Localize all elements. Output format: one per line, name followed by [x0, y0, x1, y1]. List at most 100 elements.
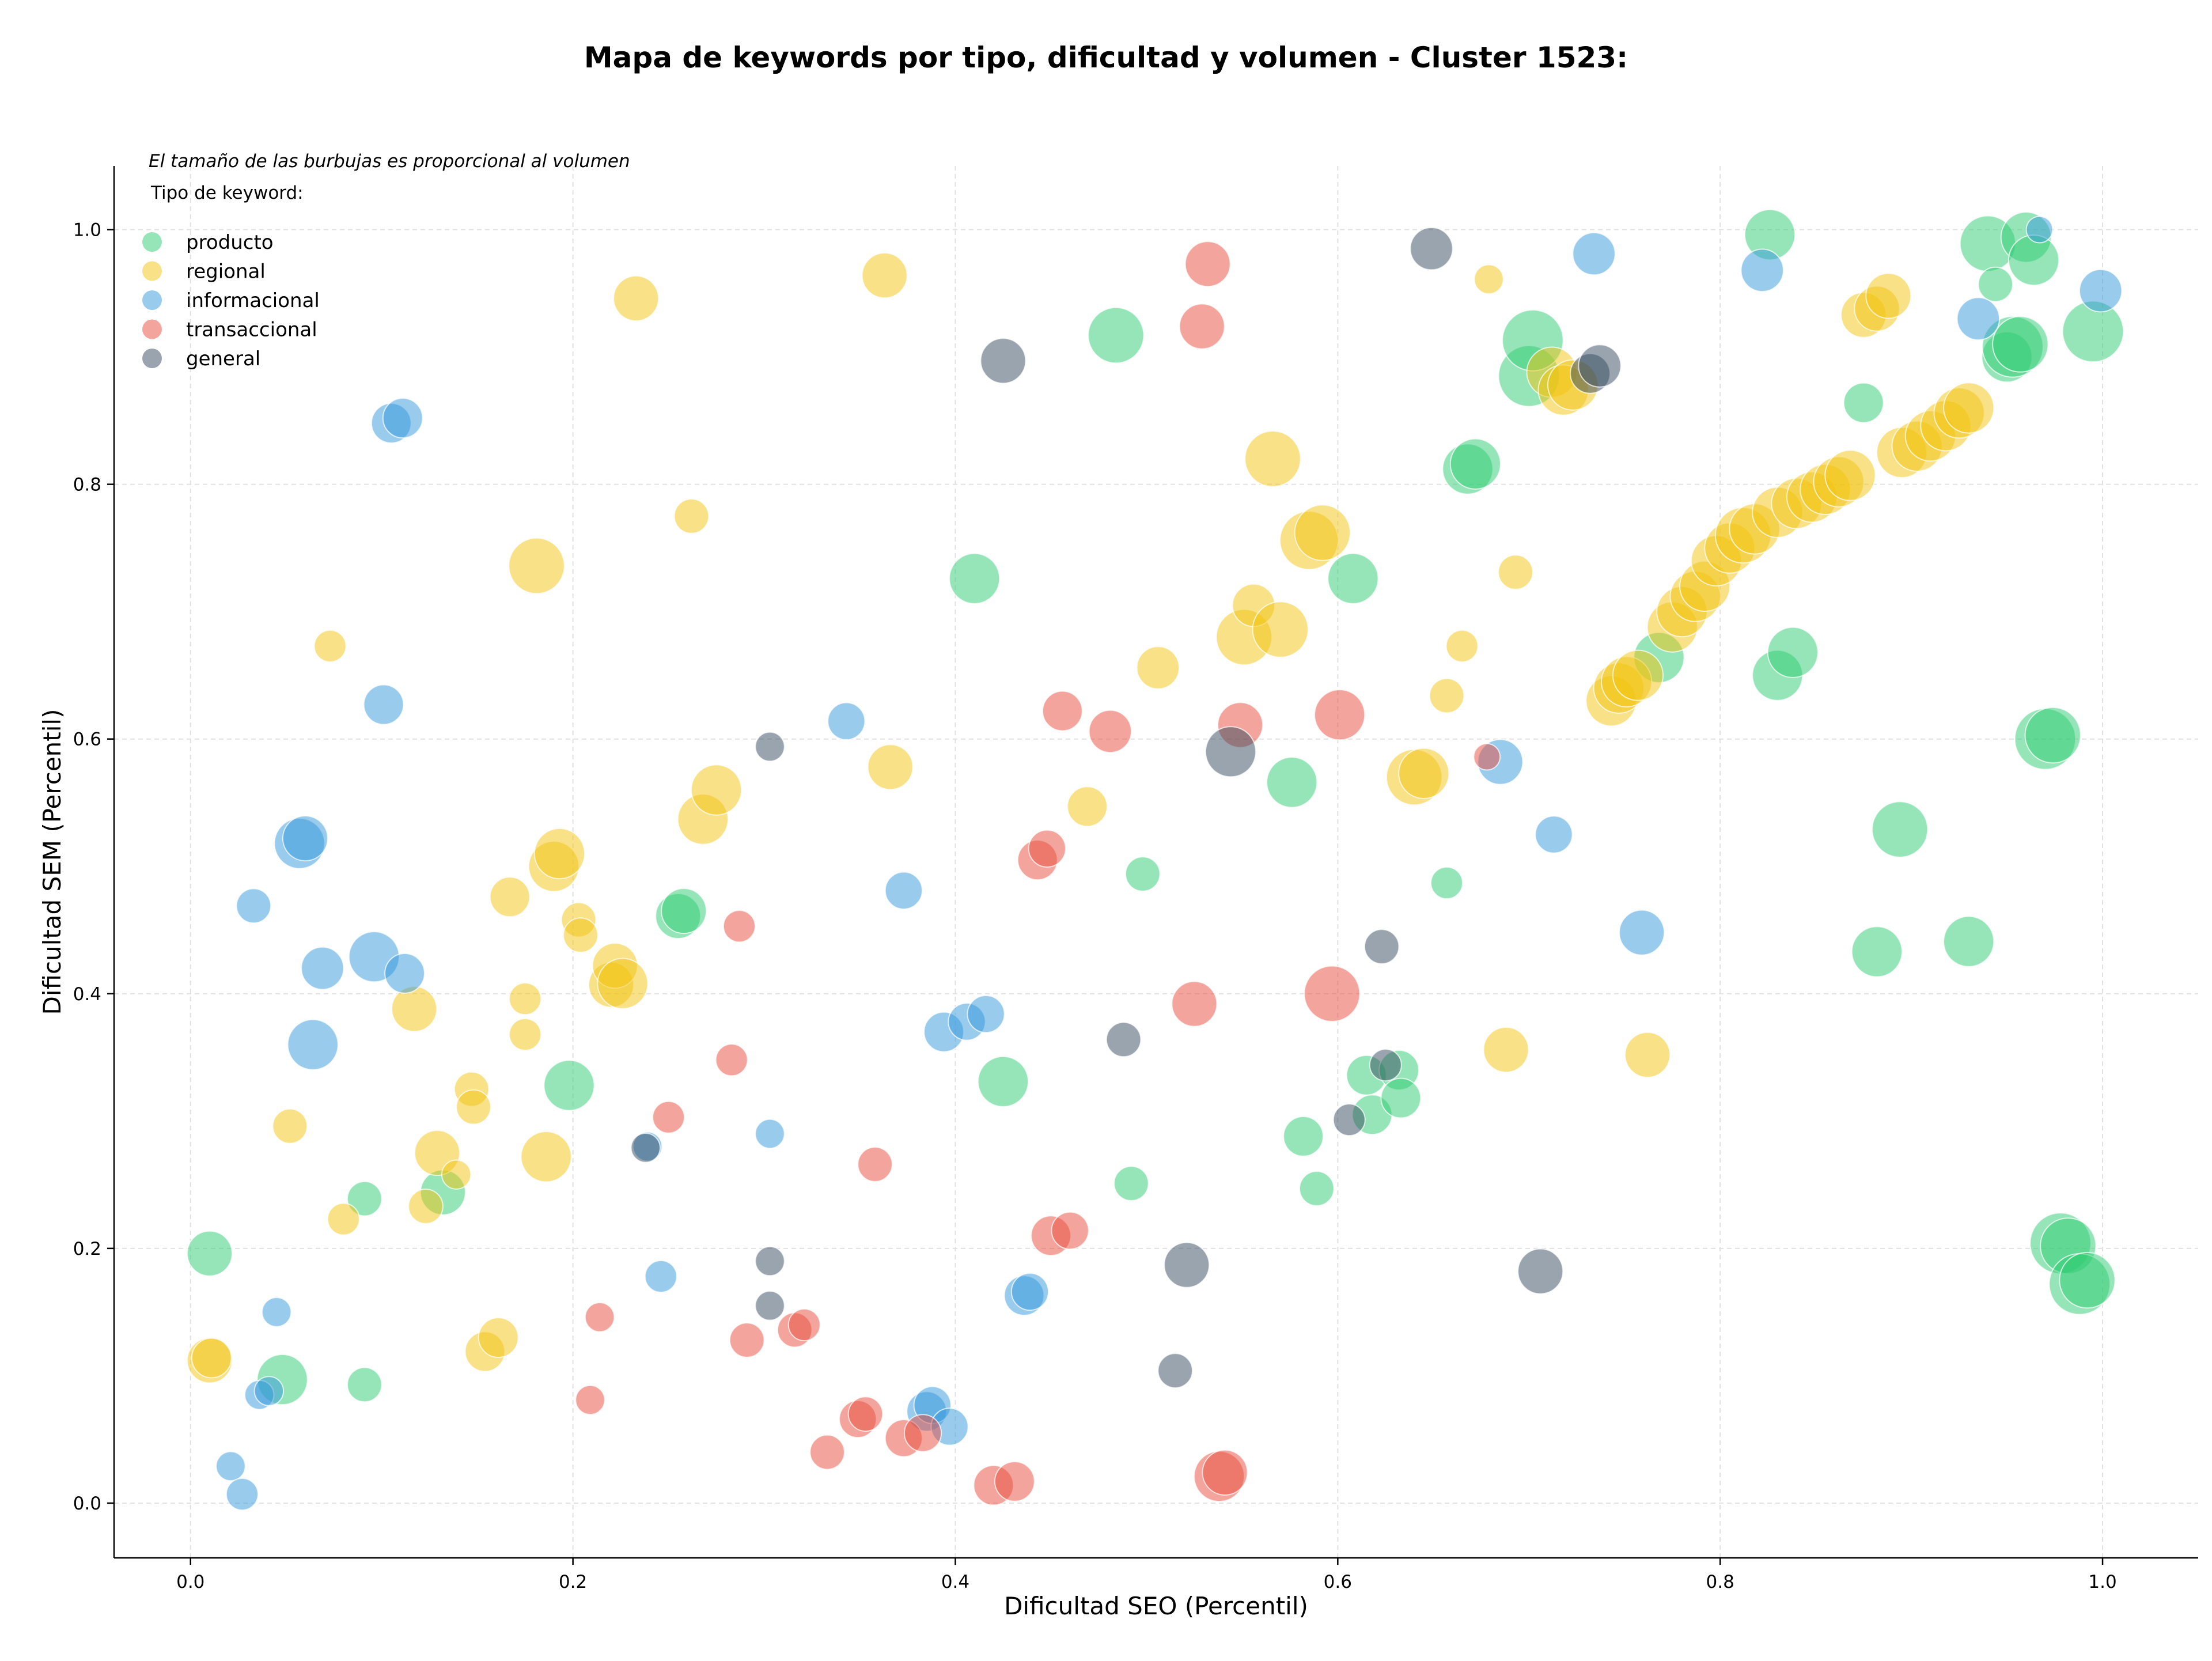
producto-bubble: [2024, 706, 2081, 764]
transaccional-bubble: [787, 1308, 821, 1341]
regional-bubble: [1244, 430, 1301, 487]
legend-marker-general: [142, 349, 162, 368]
general-bubble: [1157, 1353, 1193, 1388]
producto-bubble: [186, 1230, 233, 1277]
producto-bubble: [1978, 266, 2013, 302]
transaccional-bubble: [857, 1147, 893, 1182]
regional-bubble: [1483, 1027, 1529, 1073]
transaccional-bubble: [1028, 829, 1066, 868]
general-bubble: [1517, 1248, 1564, 1295]
regional-bubble: [597, 958, 649, 1009]
regional-bubble: [408, 1189, 444, 1224]
general-bubble: [1363, 929, 1400, 964]
regional-bubble: [1865, 273, 1912, 319]
y-tick-label: 1.0: [73, 220, 101, 241]
informacional-bubble: [287, 1019, 339, 1070]
x-tick-label: 0.8: [1706, 1572, 1734, 1592]
legend-marker-informacional: [142, 290, 162, 310]
transaccional-bubble: [1088, 709, 1132, 754]
producto-bubble: [1380, 1077, 1422, 1119]
transaccional-bubble: [903, 1414, 942, 1452]
regional-bubble: [1943, 382, 1995, 434]
general-bubble: [755, 1291, 785, 1321]
legend-label-producto: producto: [186, 231, 274, 254]
informacional-bubble: [225, 1477, 259, 1511]
informacional-bubble: [755, 1118, 785, 1149]
bubble-size-note: El tamaño de las burbujas es proporciona…: [149, 151, 630, 172]
transaccional-bubble: [575, 1384, 605, 1416]
producto-bubble: [1871, 801, 1929, 858]
general-bubble: [755, 1246, 785, 1277]
producto-bubble: [1113, 1166, 1149, 1201]
legend-label-general: general: [186, 347, 260, 370]
informacional-bubble: [1619, 909, 1665, 956]
x-tick-label: 1.0: [2088, 1572, 2116, 1592]
informacional-bubble: [1010, 1272, 1050, 1311]
x-tick-label: 0.4: [941, 1572, 969, 1592]
transaccional-bubble: [652, 1100, 685, 1134]
regional-bubble: [613, 275, 660, 321]
informacional-bubble: [884, 871, 923, 910]
regional-bubble: [1429, 678, 1465, 714]
producto-bubble: [1992, 316, 2049, 373]
producto-bubble: [1283, 1115, 1324, 1157]
informacional-bubble: [253, 1376, 285, 1406]
informacional-bubble: [236, 888, 272, 924]
legend-marker-regional: [142, 261, 162, 281]
regional-bubble: [533, 828, 585, 880]
x-tick-label: 0.0: [176, 1572, 204, 1592]
regional-bubble: [1824, 449, 1876, 501]
regional-bubble: [1067, 786, 1108, 827]
informacional-bubble: [363, 684, 404, 725]
legend-label-transaccional: transaccional: [186, 319, 317, 342]
transaccional-bubble: [1179, 303, 1225, 350]
regional-bubble: [1624, 1031, 1671, 1078]
producto-bubble: [661, 888, 707, 934]
informacional-bubble: [2079, 268, 2123, 313]
transaccional-bubble: [1304, 965, 1361, 1022]
informacional-bubble: [261, 1297, 292, 1327]
x-tick-label: 0.6: [1324, 1572, 1352, 1592]
regional-bubble: [1294, 504, 1351, 561]
regional-bubble: [1612, 649, 1664, 701]
general-bubble: [1578, 344, 1622, 388]
informacional-bubble: [1572, 232, 1616, 276]
regional-bubble: [191, 1337, 232, 1379]
y-axis-label: Dificultad SEM (Percentil): [38, 709, 66, 1015]
producto-bubble: [1266, 756, 1318, 808]
producto-bubble: [949, 553, 1001, 604]
legend-label-informacional: informacional: [186, 289, 320, 312]
regional-bubble: [509, 1018, 542, 1051]
grid: [114, 166, 2198, 1558]
informacional-bubble: [301, 946, 344, 990]
general-bubble: [630, 1133, 661, 1163]
regional-bubble: [1252, 601, 1309, 658]
transaccional-bubble: [1041, 690, 1083, 732]
y-tick-label: 0.8: [73, 475, 101, 495]
transaccional-bubble: [994, 1461, 1035, 1502]
producto-bubble: [977, 1055, 1029, 1107]
regional-bubble: [1136, 646, 1180, 690]
regional-bubble: [272, 1108, 308, 1144]
producto-bubble: [1430, 866, 1464, 899]
transaccional-bubble: [809, 1434, 845, 1470]
data-points: [186, 209, 2124, 1511]
transaccional-bubble: [715, 1043, 748, 1077]
general-bubble: [1205, 726, 1257, 778]
axis-ticks: 0.0 0.2 0.4 0.6 0.8 1.0 0.0 0.2 0.4 0.6 0.8 1.0: [73, 220, 2117, 1592]
informacional-bubble: [384, 953, 425, 994]
regional-bubble: [563, 917, 599, 953]
transaccional-bubble: [584, 1302, 615, 1333]
regional-bubble: [1474, 264, 1504, 294]
informacional-bubble: [967, 995, 1005, 1034]
legend: producto regional informacional transaccion…: [142, 231, 320, 370]
regional-bubble: [690, 764, 743, 816]
producto-bubble: [1124, 856, 1161, 892]
regional-bubble: [861, 252, 908, 299]
informacional-bubble: [644, 1259, 677, 1293]
regional-bubble: [673, 498, 710, 534]
legend-label-regional: regional: [186, 260, 266, 283]
transaccional-bubble: [1314, 689, 1366, 741]
regional-bubble: [478, 1317, 519, 1358]
